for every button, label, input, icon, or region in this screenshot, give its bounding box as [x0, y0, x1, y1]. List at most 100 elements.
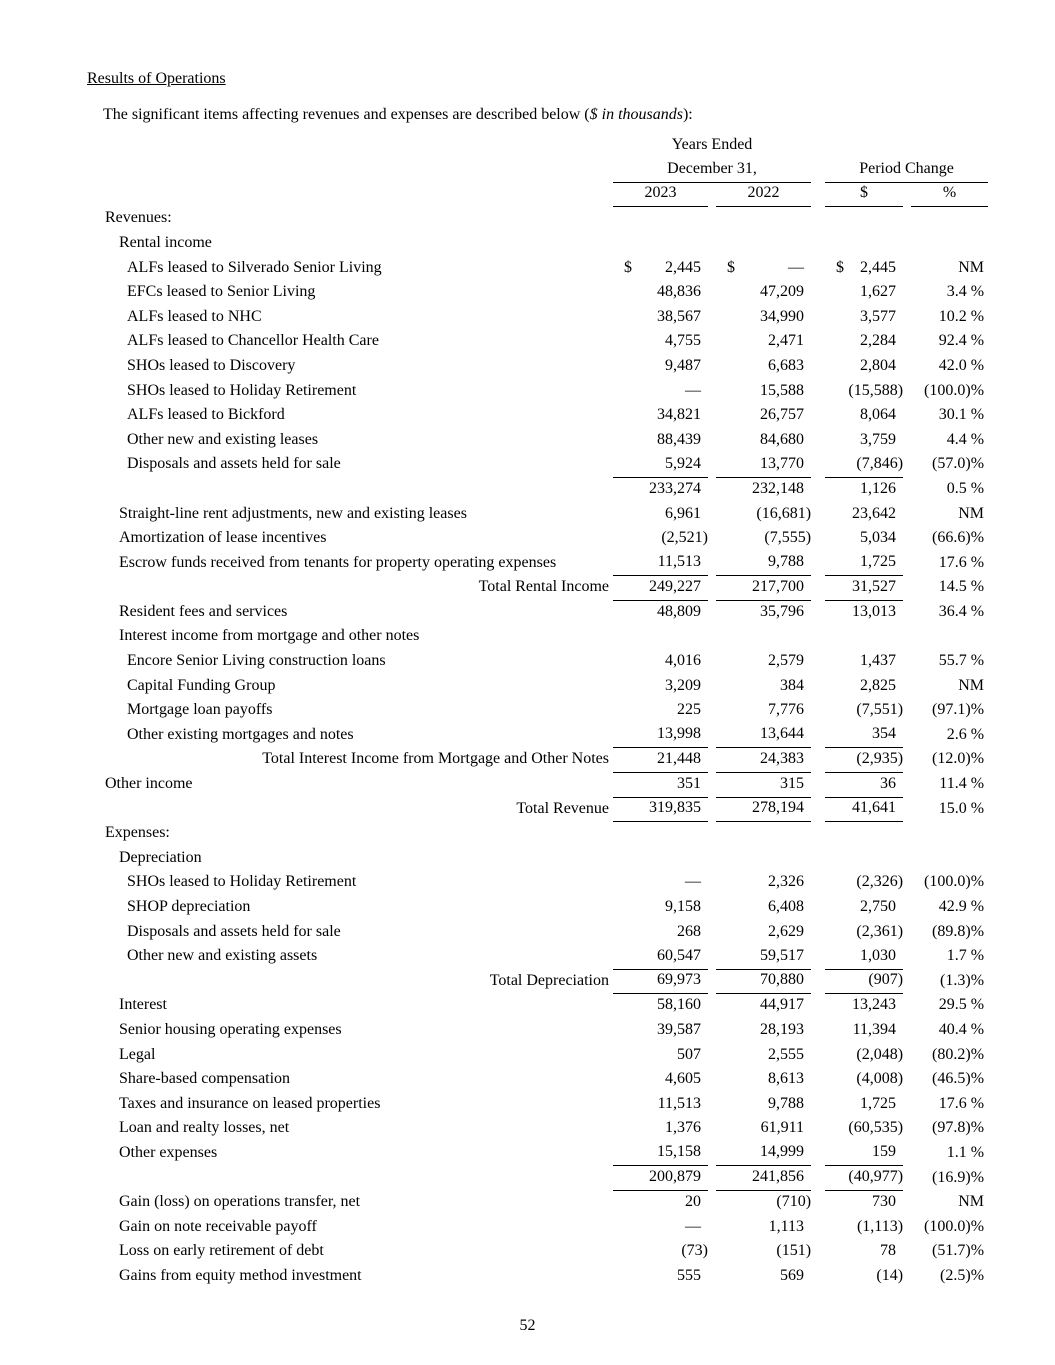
column-spacer — [811, 969, 825, 994]
cell-value: 200,879 — [649, 1168, 701, 1186]
value-2023: 233,274 — [613, 477, 708, 502]
value-change-dollar: 5,034 — [825, 527, 903, 552]
data-label: EFCs leased to Senior Living — [127, 283, 316, 301]
value-2022: (16,681) — [716, 502, 811, 527]
value-2023: — — [613, 379, 708, 404]
value-change-dollar: (40,977) — [825, 1165, 904, 1192]
value-2023: 319,835 — [613, 797, 708, 823]
column-spacer — [811, 182, 825, 207]
data-label: Taxes and insurance on leased properties — [119, 1094, 381, 1112]
data-label: Amortization of lease incentives — [119, 529, 327, 547]
cell-value: 47,209 — [760, 283, 805, 301]
total-label: Total Revenue — [516, 799, 609, 817]
cell-value: 319,835 — [649, 799, 701, 817]
column-spacer — [903, 256, 911, 281]
cell-value: 1,126 — [860, 479, 897, 497]
table-row: 200,879 241,856 (40,977) (16.9)% — [88, 1165, 988, 1192]
column-spacer — [903, 625, 911, 650]
column-spacer — [811, 994, 825, 1019]
value-change-percent — [911, 625, 988, 650]
column-spacer — [903, 1166, 911, 1191]
table-row: EFCs leased to Senior Living 48,836 47,209… — [88, 281, 988, 306]
cell-value: 20 — [685, 1193, 701, 1211]
cell-value: 2,445 — [860, 258, 897, 276]
value-change-percent: 2.6 % — [911, 723, 988, 748]
value-change-dollar: (907) — [825, 969, 904, 995]
value-change-percent: (100.0)% — [911, 379, 988, 404]
value-2023: 48,809 — [613, 600, 708, 625]
column-spacer — [903, 649, 911, 674]
column-spacer — [903, 674, 911, 699]
table-row: SHOs leased to Discovery 9,487 6,683 2,804 4… — [88, 354, 988, 379]
table-row: ALFs leased to Chancellor Health Care 4,7… — [88, 330, 988, 355]
column-spacer — [903, 527, 911, 552]
cell-value: 8,613 — [768, 1070, 805, 1088]
cell-value: (100.0)% — [924, 873, 985, 891]
data-label: SHOs leased to Holiday Retirement — [127, 873, 357, 891]
table-row: Total Interest Income from Mortgage and … — [88, 747, 988, 773]
column-spacer — [811, 379, 825, 404]
cell-value: 730 — [872, 1193, 897, 1211]
column-spacer — [708, 945, 716, 970]
cell-value: 555 — [677, 1266, 701, 1284]
cell-value: 3,577 — [860, 307, 897, 325]
cell-value: (73) — [681, 1242, 708, 1260]
column-spacer — [708, 723, 716, 748]
cell-value: 34,990 — [760, 307, 805, 325]
column-spacer — [708, 404, 716, 429]
value-2023: 6,961 — [613, 502, 708, 527]
table-row: Total Revenue 319,835 278,194 41,641 15.0 % — [88, 797, 988, 823]
column-spacer — [811, 600, 825, 625]
table-row: Gain (loss) on operations transfer, net 2… — [88, 1191, 988, 1216]
cell-value: 1.1 % — [946, 1143, 985, 1161]
value-2022: 13,644 — [716, 723, 812, 749]
value-2023: 11,513 — [613, 551, 708, 577]
cell-value: 14,999 — [760, 1143, 805, 1161]
value-change-percent: NM — [911, 1191, 988, 1216]
cell-value: 569 — [780, 1266, 805, 1284]
column-spacer — [903, 1068, 911, 1093]
group-label: Interest income from mortgage and other … — [119, 627, 420, 645]
value-2022: 278,194 — [716, 797, 812, 823]
column-spacer — [903, 207, 911, 232]
cell-value: (15,588) — [848, 381, 904, 399]
column-spacer — [811, 428, 825, 453]
cell-value: 13,013 — [852, 602, 897, 620]
column-spacer — [811, 1117, 825, 1142]
value-change-dollar: 23,642 — [825, 502, 903, 527]
column-spacer — [903, 477, 911, 502]
column-spacer — [903, 379, 911, 404]
value-change-dollar — [825, 207, 903, 232]
column-spacer — [811, 1166, 825, 1191]
intro-paragraph: The significant items affecting revenues… — [103, 106, 693, 124]
cell-value: (907) — [868, 971, 904, 989]
column-spacer — [811, 723, 825, 748]
data-label: Mortgage loan payoffs — [127, 701, 273, 719]
cell-value: (14) — [876, 1266, 904, 1284]
column-spacer — [811, 1264, 825, 1289]
cell-value: 5,034 — [860, 529, 897, 547]
page-title: Results of Operations — [87, 70, 226, 87]
cell-value: (710) — [776, 1193, 812, 1211]
value-change-dollar: (1,113) — [825, 1215, 903, 1240]
column-spacer — [811, 945, 825, 970]
value-change-percent: 30.1 % — [911, 404, 988, 429]
cell-value: (100.0)% — [924, 1217, 985, 1235]
value-2023: 4,755 — [613, 330, 708, 355]
value-2022: 2,471 — [716, 330, 811, 355]
intro-italic-text: $ in thousands — [589, 106, 683, 123]
value-2022: 232,148 — [716, 477, 811, 502]
value-change-percent: 17.6 % — [911, 551, 988, 576]
cell-value: 351 — [677, 774, 701, 792]
value-2022: 1,113 — [716, 1215, 811, 1240]
column-spacer — [903, 1215, 911, 1240]
column-spacer — [903, 1043, 911, 1068]
value-2022: 61,911 — [716, 1117, 811, 1142]
cell-value: 55.7 % — [938, 652, 985, 670]
value-change-percent: 11.4 % — [911, 772, 988, 797]
value-2023 — [613, 822, 708, 847]
value-2023: — — [613, 1215, 708, 1240]
value-change-dollar: 36 — [825, 772, 904, 798]
value-change-dollar: 1,725 — [825, 551, 904, 577]
cell-value: 2,750 — [860, 898, 897, 915]
